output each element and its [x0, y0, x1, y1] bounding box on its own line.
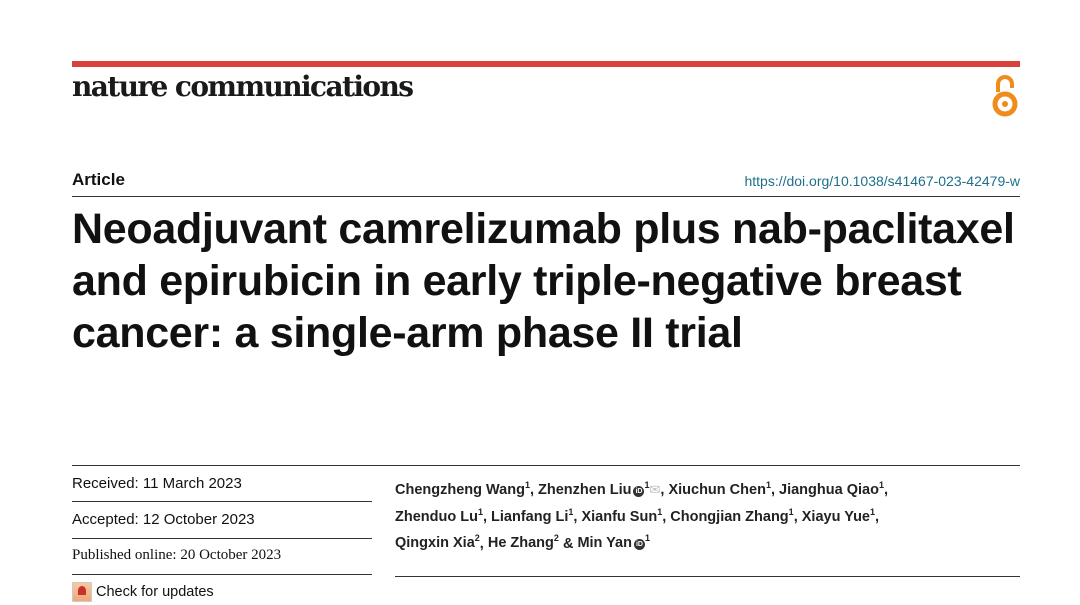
author-name: Chongjian Zhang — [670, 508, 789, 525]
check-updates-icon — [72, 582, 92, 602]
affiliation-number: 1 — [870, 506, 876, 517]
affiliation-number: 1 — [524, 480, 530, 490]
author-name: He Zhang — [487, 535, 554, 552]
author-name: Xiayu Yue — [801, 508, 870, 525]
divider — [72, 465, 1020, 466]
affiliation-number: 1 — [788, 506, 794, 517]
journal-logo: nature communications — [72, 70, 414, 103]
author-list: Chengzheng Wang1, Zhenzhen Liu iD1✉, Xiuc… — [395, 480, 888, 552]
article-type: Article — [72, 170, 125, 189]
divider — [395, 576, 1020, 577]
author[interactable]: Zhenduo Lu1 — [395, 506, 483, 525]
author[interactable]: Chengzheng Wang1 — [395, 480, 530, 498]
email-icon[interactable]: ✉ — [649, 481, 661, 497]
author-name: Zhenzhen Liu — [538, 481, 632, 498]
affiliation-number: 2 — [553, 533, 559, 544]
affiliation-number: 1 — [568, 506, 574, 517]
check-updates-label: Check for updates — [96, 584, 214, 600]
orcid-icon[interactable]: iD — [633, 539, 645, 551]
journal-brand-bar — [72, 61, 1020, 67]
doi-link[interactable]: https://doi.org/10.1038/s41467-023-42479… — [744, 173, 1020, 189]
affiliation-number: 1 — [657, 506, 663, 517]
divider — [72, 574, 372, 575]
orcid-icon[interactable]: iD — [633, 485, 645, 497]
affiliation-number: 1 — [644, 480, 650, 490]
affiliation-number: 1 — [878, 480, 884, 490]
author-name: Xiuchun Chen — [668, 481, 766, 498]
author[interactable]: Xianfu Sun1 — [581, 506, 663, 525]
author[interactable]: Min Yan iD1 — [577, 533, 650, 552]
open-access-icon — [992, 75, 1018, 117]
affiliation-number: 1 — [477, 506, 483, 517]
published-date: Published online: 20 October 2023 — [72, 547, 282, 563]
accepted-date: Accepted: 12 October 2023 — [72, 511, 255, 528]
author[interactable]: Zhenzhen Liu iD1✉ — [538, 480, 661, 498]
author-name: Min Yan — [577, 535, 632, 552]
author-name: Xianfu Sun — [581, 508, 658, 525]
author[interactable]: Xiayu Yue1 — [801, 506, 876, 525]
received-date: Received: 11 March 2023 — [72, 475, 242, 492]
author-name: Lianfang Li — [491, 508, 569, 525]
affiliation-number: 1 — [644, 533, 650, 544]
author[interactable]: Xiuchun Chen1 — [668, 480, 771, 498]
author-name: Zhenduo Lu — [395, 508, 478, 525]
divider — [72, 501, 372, 502]
author[interactable]: Lianfang Li1 — [491, 506, 574, 525]
check-for-updates-button[interactable]: Check for updates — [72, 582, 214, 602]
author[interactable]: Jianghua Qiao1 — [779, 480, 884, 498]
divider — [72, 196, 1020, 197]
author-name: Qingxin Xia — [395, 535, 475, 552]
author[interactable]: Qingxin Xia2 — [395, 533, 480, 552]
affiliation-number: 1 — [765, 480, 771, 490]
author-name: Chengzheng Wang — [395, 481, 525, 498]
affiliation-number: 2 — [474, 533, 480, 544]
article-title: Neoadjuvant camrelizumab plus nab-paclit… — [72, 205, 1015, 357]
author-name: Jianghua Qiao — [779, 481, 879, 498]
divider — [72, 538, 372, 539]
author[interactable]: He Zhang2 — [487, 533, 559, 552]
author[interactable]: Chongjian Zhang1 — [670, 506, 794, 525]
